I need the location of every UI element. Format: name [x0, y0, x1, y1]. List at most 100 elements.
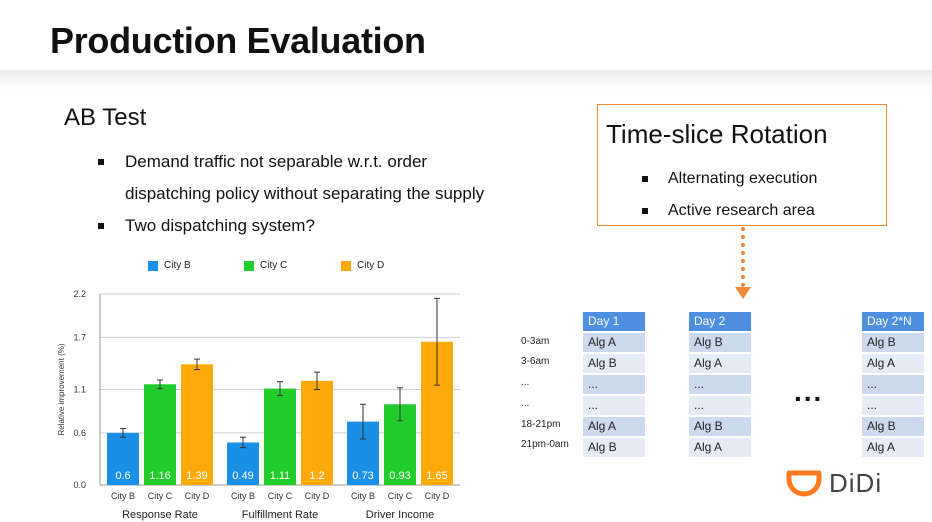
bullet-marker [98, 223, 104, 229]
time-label: 18-21pm [521, 419, 561, 430]
x-tick-label: City B [351, 491, 375, 501]
slide-title: Production Evaluation [50, 20, 426, 61]
bar [107, 432, 139, 485]
y-tick-label: 0.0 [73, 480, 86, 490]
schedule-cell: Alg A [583, 333, 645, 352]
schedule-cell: Alg A [862, 354, 924, 373]
x-tick-label: City D [305, 491, 330, 501]
title-divider [0, 70, 932, 92]
legend-item-city-d: City D [341, 260, 384, 271]
ts-bullet-1-text: Alternating execution [668, 170, 818, 187]
legend-item-city-b: City B [148, 260, 191, 271]
schedule-cell: ... [862, 375, 924, 394]
ts-bullet-2-text: Active research area [668, 202, 815, 219]
data-label: 1.16 [149, 470, 170, 482]
legend-label: City B [164, 260, 191, 271]
schedule-cell: ... [862, 396, 924, 415]
bullet-marker [642, 208, 648, 214]
legend-item-city-c: City C [244, 260, 287, 271]
schedule-cell: ... [583, 396, 645, 415]
x-tick-label: City B [111, 491, 135, 501]
day-header: Day 2 [689, 312, 751, 331]
schedule-cell: Alg A [862, 438, 924, 457]
schedule-cell: Alg B [583, 438, 645, 457]
data-label: 1.39 [186, 470, 207, 482]
didi-logo-icon [786, 470, 822, 497]
bullet-marker [642, 176, 648, 182]
y-tick-label: 1.1 [73, 385, 86, 395]
day-header: Day 1 [583, 312, 645, 331]
data-label: 0.73 [352, 470, 373, 482]
schedule-cell: Alg B [862, 333, 924, 352]
ab-test-heading: AB Test [64, 104, 147, 131]
bar [181, 364, 213, 485]
y-axis-label: Relative improvement (%) [57, 343, 66, 435]
ab-bullet-1-line1: Demand traffic not separable w.r.t. orde… [125, 152, 428, 171]
schedule-cell: Alg A [583, 417, 645, 436]
ab-bullet-1: Demand traffic not separable w.r.t. orde… [98, 146, 484, 178]
x-tick-label: City B [231, 491, 255, 501]
time-slice-bullets: Alternating execution Active research ar… [642, 163, 817, 227]
schedule-cell: Alg B [862, 417, 924, 436]
data-label: 0.93 [389, 470, 410, 482]
x-tick-label: City C [268, 491, 293, 501]
legend-swatch [341, 260, 351, 271]
ab-bullet-2-text: Two dispatching system? [125, 216, 315, 235]
bar [144, 384, 176, 485]
legend-label: City C [260, 260, 288, 271]
y-tick-label: 1.7 [73, 332, 86, 342]
arrow-down-icon [735, 287, 751, 299]
x-tick-label: City C [388, 491, 413, 501]
schedule-cell: Alg A [689, 354, 751, 373]
data-label: 1.65 [426, 470, 447, 482]
y-tick-label: 2.2 [73, 289, 86, 299]
bar [301, 380, 333, 485]
legend-swatch [148, 260, 158, 271]
ts-bullet-1: Alternating execution [642, 163, 817, 195]
group-label: Response Rate [122, 509, 198, 521]
schedule-cell: ... [689, 396, 751, 415]
group-label: Driver Income [366, 509, 434, 521]
x-tick-label: City D [185, 491, 210, 501]
ellipsis: ... [794, 376, 824, 407]
time-label: 0-3am [521, 336, 550, 347]
data-label: 1.11 [270, 470, 291, 482]
ts-bullet-2: Active research area [642, 195, 817, 227]
chart-legend: City B City C City D [0, 260, 520, 274]
legend-swatch [244, 260, 254, 271]
data-label: 1.2 [309, 470, 324, 482]
data-label: 0.6 [115, 470, 130, 482]
schedule-cell: Alg A [689, 438, 751, 457]
time-label: 3-6am [521, 356, 550, 367]
day-column-2: Day 2 Alg B Alg A ... ... Alg B Alg A [689, 312, 751, 459]
didi-logo: DiDi [785, 467, 882, 499]
group-label: Fulfillment Rate [242, 509, 318, 521]
schedule-cell: ... [689, 375, 751, 394]
ab-test-bullets: Demand traffic not separable w.r.t. orde… [98, 146, 484, 242]
data-label: 0.49 [232, 470, 253, 482]
day-column-1: Day 1 Alg A Alg B ... ... Alg A Alg B [583, 312, 645, 459]
ab-bullet-1-line2: dispatching policy without separating th… [125, 184, 485, 203]
time-label: ... [521, 377, 530, 388]
bar-chart: 0.0 0.6 1.1 1.7 2.2 Relative improvement (%) 0… [57, 289, 460, 521]
y-tick-label: 0.6 [73, 428, 86, 438]
day-header: Day 2*N [862, 312, 924, 331]
time-label: ... [521, 398, 530, 409]
dotted-arrow-line [741, 227, 745, 287]
x-tick-label: City C [148, 491, 173, 501]
schedule-cell: ... [583, 375, 645, 394]
legend-label: City D [357, 260, 385, 271]
ab-bullet-2: Two dispatching system? [98, 210, 484, 242]
bar [264, 388, 296, 485]
schedule-cell: Alg B [689, 333, 751, 352]
day-column-2n: Day 2*N Alg B Alg A ... ... Alg B Alg A [862, 312, 924, 459]
time-slice-heading: Time-slice Rotation [606, 119, 828, 149]
time-slice-box: Time-slice Rotation Alternating executio… [597, 104, 887, 226]
x-tick-label: City D [425, 491, 450, 501]
schedule-cell: Alg B [583, 354, 645, 373]
bullet-marker [98, 159, 104, 165]
bar [227, 442, 259, 485]
schedule-cell: Alg B [689, 417, 751, 436]
time-label: 21pm-0am [521, 439, 569, 450]
logo-text: DiDi [829, 467, 883, 498]
